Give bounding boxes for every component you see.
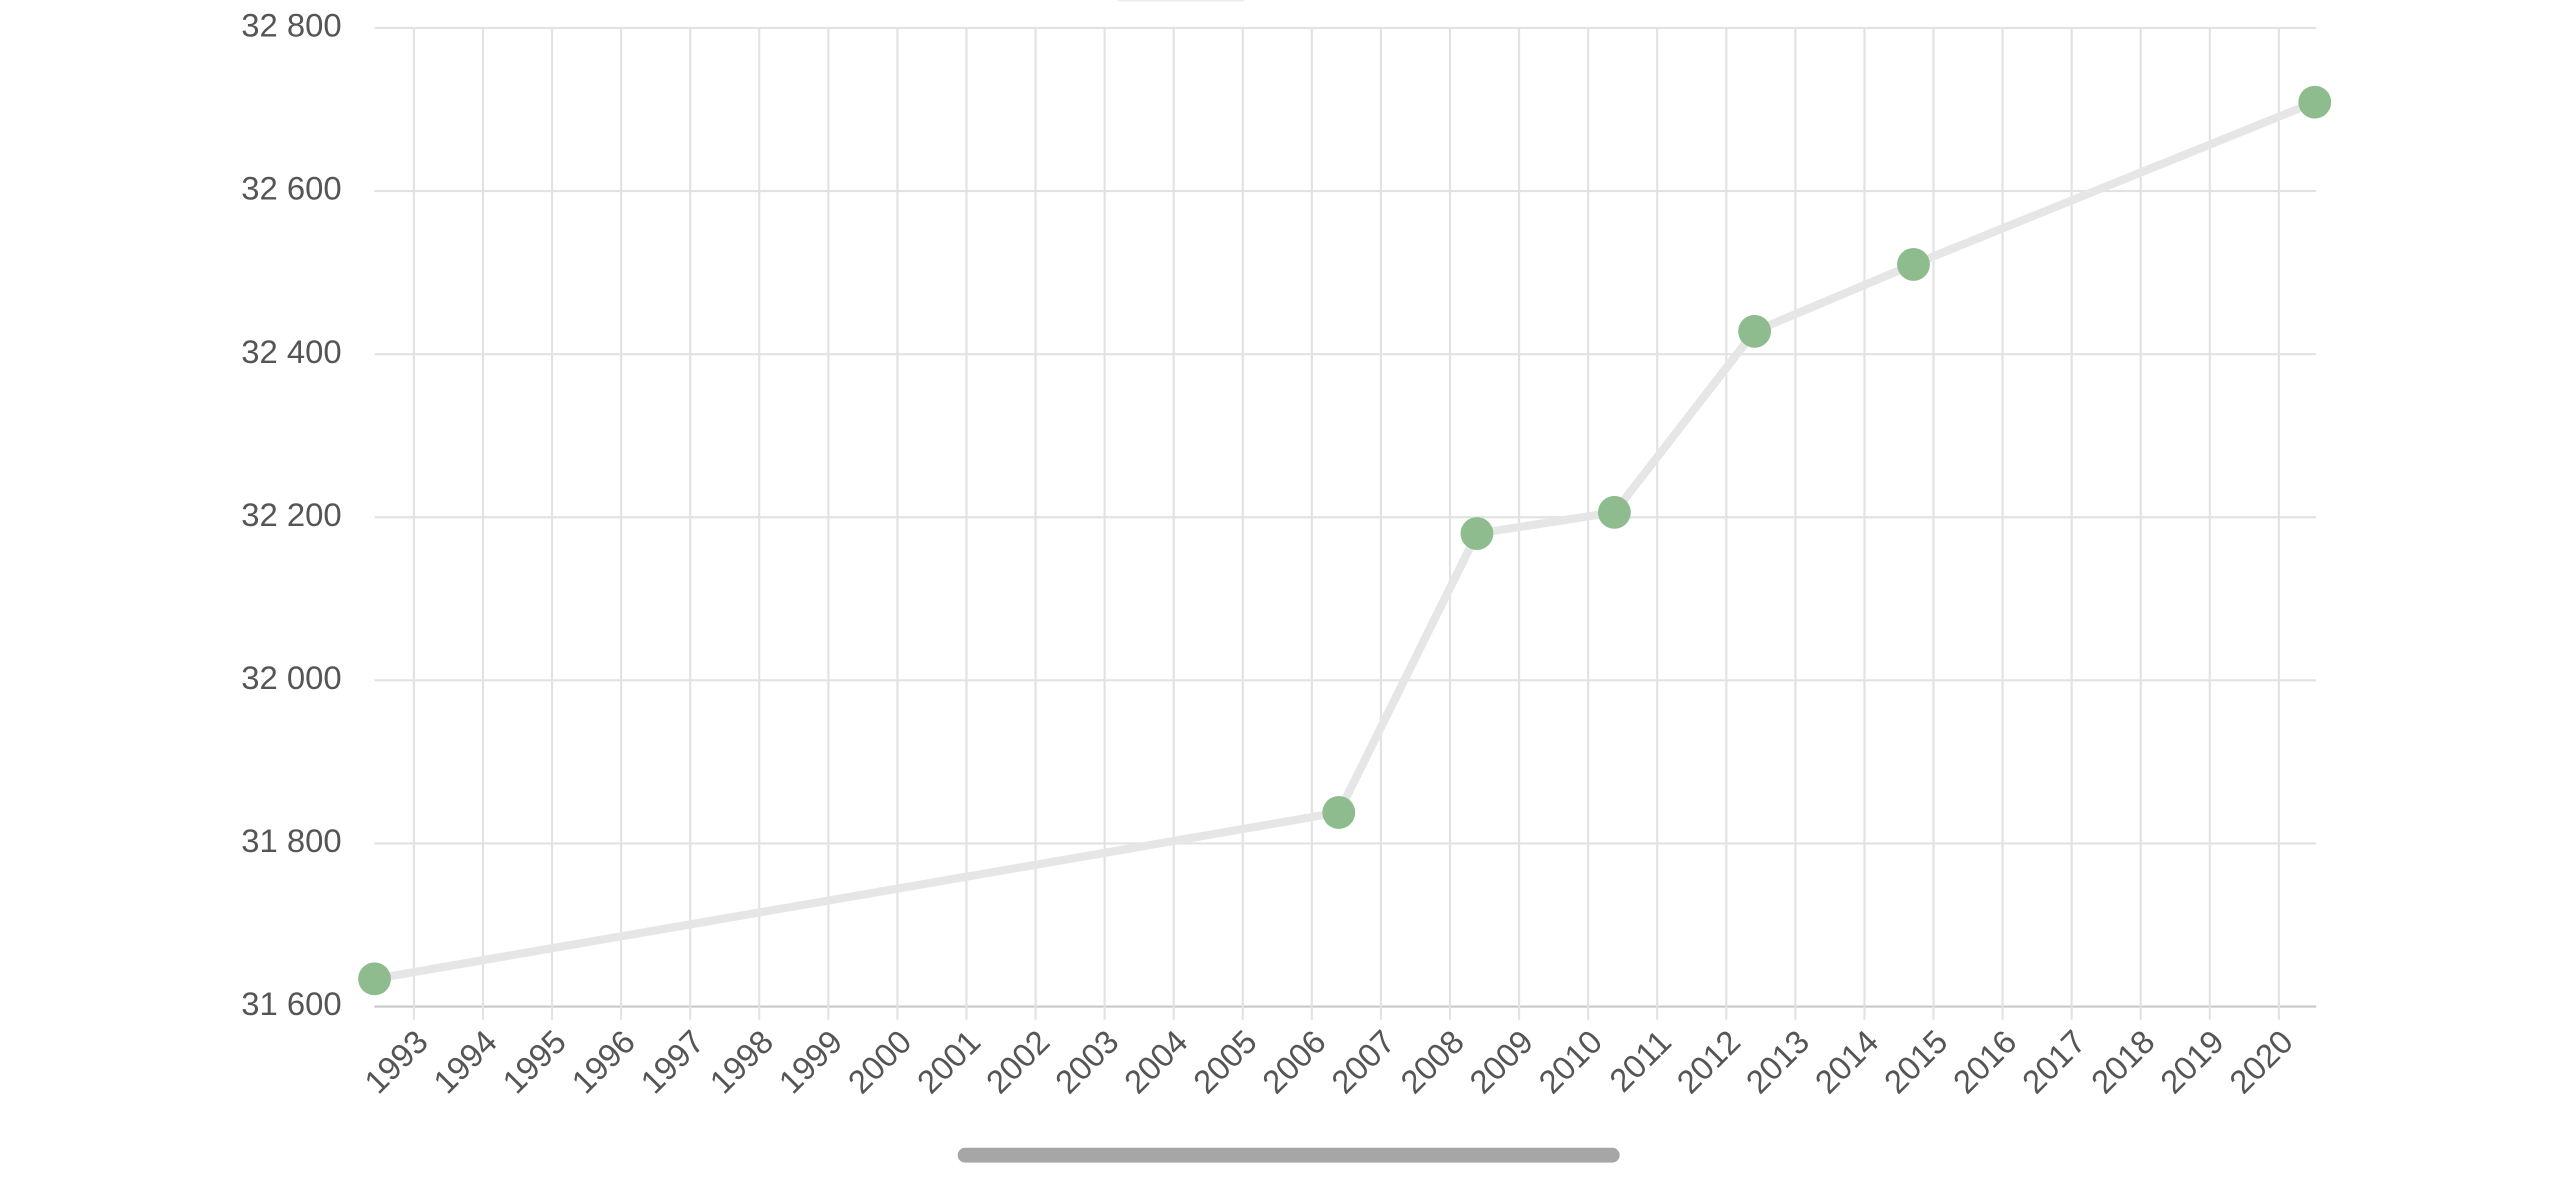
data-point <box>358 962 391 996</box>
x-tick-label: 2016 <box>1946 1023 2024 1101</box>
x-tick-label: 2009 <box>1462 1023 1540 1101</box>
x-tick-label: 2019 <box>2153 1023 2231 1101</box>
y-tick-label: 32 600 <box>241 170 341 207</box>
data-point <box>1597 495 1631 529</box>
x-tick-label: 1998 <box>702 1023 780 1101</box>
x-tick-label: 1996 <box>564 1023 642 1101</box>
scrollbar[interactable] <box>957 1147 1620 1163</box>
y-tick-label: 32 800 <box>241 7 341 44</box>
x-tick-label: 2004 <box>1117 1023 1195 1101</box>
x-tick-label: 2014 <box>1808 1023 1886 1101</box>
x-tick-label: 2013 <box>1738 1023 1816 1101</box>
data-line <box>373 98 2317 983</box>
data-point <box>1897 248 1930 281</box>
x-tick-label: 1994 <box>426 1023 504 1101</box>
y-tick-label: 32 200 <box>241 496 341 533</box>
x-tick-label: 2010 <box>1531 1023 1609 1101</box>
x-tick-label: 2005 <box>1186 1023 1264 1101</box>
data-point <box>2298 85 2332 119</box>
x-tick-label: 2008 <box>1393 1023 1471 1101</box>
x-tick-label: 2015 <box>1877 1023 1955 1101</box>
x-tick-label: 1997 <box>633 1023 711 1101</box>
data-point <box>1460 517 1494 550</box>
y-tick-label: 32 400 <box>241 333 341 370</box>
y-tick-label: 31 800 <box>241 822 341 859</box>
x-tick-label: 2012 <box>1669 1023 1747 1101</box>
data-point <box>1322 796 1356 829</box>
top-tab <box>1117 0 1245 2</box>
x-tick-label: 1993 <box>357 1023 435 1101</box>
y-tick-label: 32 000 <box>241 659 341 696</box>
data-point <box>1738 314 1772 348</box>
x-tick-label: 1995 <box>495 1023 573 1101</box>
x-tick-label: 2003 <box>1048 1023 1126 1101</box>
x-tick-label: 2018 <box>2084 1023 2162 1101</box>
x-tick-label: 2007 <box>1324 1023 1402 1101</box>
x-tick-label: 2017 <box>2015 1023 2093 1101</box>
x-tick-label: 1999 <box>771 1023 849 1101</box>
x-tick-label: 2002 <box>979 1023 1057 1101</box>
x-tick-label: 2001 <box>910 1023 988 1101</box>
x-tick-label: 2020 <box>2222 1023 2300 1101</box>
x-tick-label: 2011 <box>1602 1023 1678 1099</box>
x-tick-label: 2006 <box>1255 1023 1333 1101</box>
x-tick-label: 2000 <box>841 1023 919 1101</box>
y-tick-label: 31 600 <box>241 985 341 1022</box>
